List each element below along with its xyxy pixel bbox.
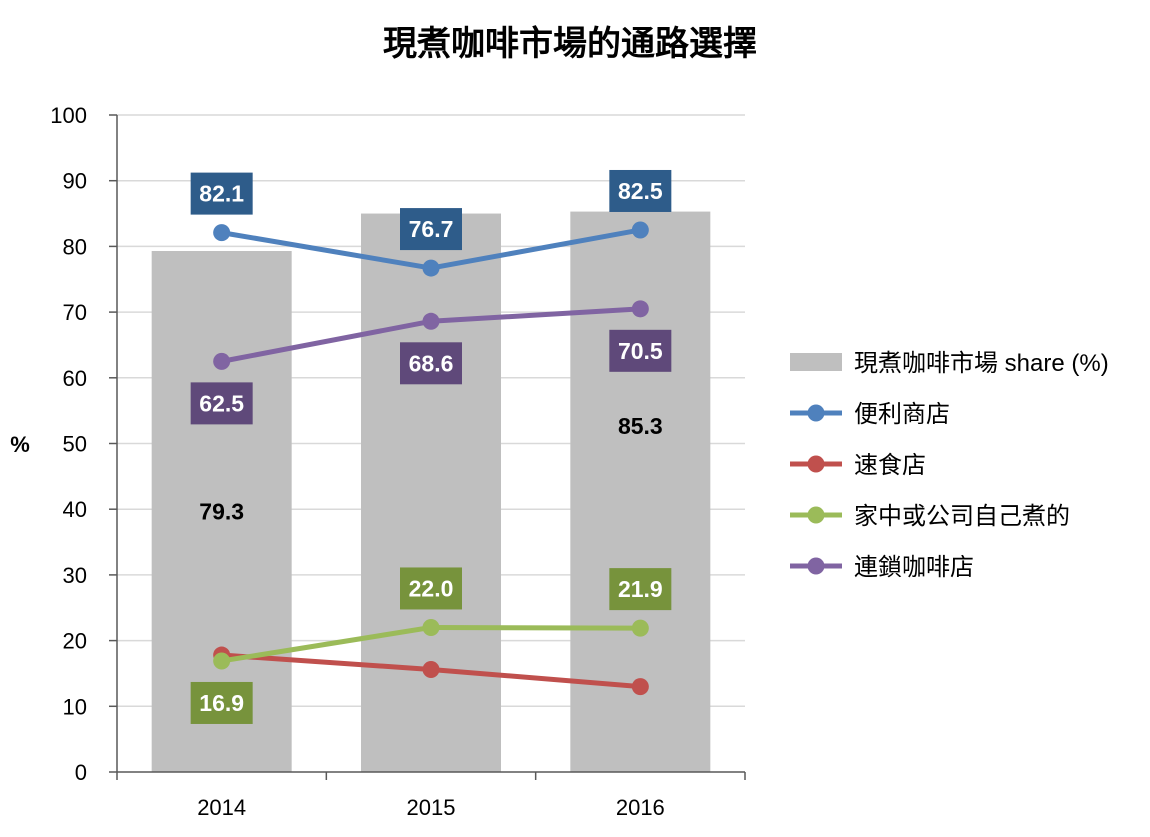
legend-label: 現煮咖啡市場 share (%) (854, 350, 1109, 377)
series-point (631, 221, 649, 239)
legend-swatch-bar (790, 353, 842, 371)
series-point (631, 300, 649, 318)
y-tick-label: 70 (63, 300, 87, 325)
series-point (422, 312, 440, 330)
chart-title: 現煮咖啡市場的通路選擇 (383, 24, 757, 63)
data-label: 76.7 (409, 216, 454, 242)
data-label: 62.5 (199, 390, 244, 416)
data-label-box (400, 342, 462, 385)
bar-value-label: 79.3 (199, 498, 244, 524)
data-label: 82.5 (618, 178, 663, 204)
y-tick-label: 10 (63, 694, 87, 719)
y-tick-label: 0 (75, 760, 87, 785)
series-point (631, 678, 649, 696)
legend-label: 速食店 (854, 452, 926, 479)
y-axis-label: % (10, 432, 30, 457)
y-tick-label: 20 (63, 629, 87, 654)
y-tick-label: 100 (50, 103, 87, 128)
legend-swatch-marker (807, 506, 825, 524)
data-label: 16.9 (199, 690, 244, 716)
legend-label: 連鎖咖啡店 (854, 554, 974, 581)
y-tick-label: 30 (63, 563, 87, 588)
series-point (422, 618, 440, 636)
data-label: 68.6 (409, 350, 454, 376)
legend-swatch-marker (807, 557, 825, 575)
series-point (631, 619, 649, 637)
y-tick-label: 60 (63, 366, 87, 391)
data-label-box (400, 567, 462, 610)
data-label: 70.5 (618, 338, 663, 364)
axes: 0 10 20 30 40 50 60 70 80 90 100 2014 2015 2016 (50, 103, 746, 820)
legend-label: 便利商店 (854, 401, 950, 428)
legend-swatch-marker (807, 455, 825, 473)
bar (361, 213, 501, 773)
data-label-box (609, 568, 672, 611)
y-tick-label: 40 (63, 497, 87, 522)
series-point (213, 352, 231, 370)
data-label-box (190, 382, 253, 425)
series-point (213, 652, 231, 670)
data-label-box (190, 681, 253, 724)
bar-value-label: 85.3 (618, 413, 663, 439)
legend-swatch-marker (807, 404, 825, 422)
series-point (213, 224, 231, 242)
bars: 79.3 85.3 (151, 211, 711, 773)
x-tick-label: 2015 (407, 795, 456, 820)
data-label: 21.9 (618, 576, 663, 602)
series-lines (213, 221, 649, 696)
y-tick-label: 80 (63, 234, 87, 259)
series-point (422, 661, 440, 679)
data-label: 22.0 (409, 575, 454, 601)
x-tick-label: 2016 (616, 795, 665, 820)
x-tick-label: 2014 (197, 795, 246, 820)
data-label-box (400, 208, 462, 251)
data-label: 82.1 (199, 181, 244, 207)
legend-label: 家中或公司自己煮的 (854, 503, 1070, 530)
y-tick-label: 90 (63, 169, 87, 194)
data-label-box (609, 329, 672, 372)
y-tick-label: 50 (63, 432, 87, 457)
data-label-box (190, 172, 253, 215)
series-point (422, 259, 440, 277)
data-label-box (609, 169, 672, 212)
data-labels: 82.1 76.7 82.5 16.9 22.0 21.9 62.5 68.6 70.5 (190, 169, 672, 724)
